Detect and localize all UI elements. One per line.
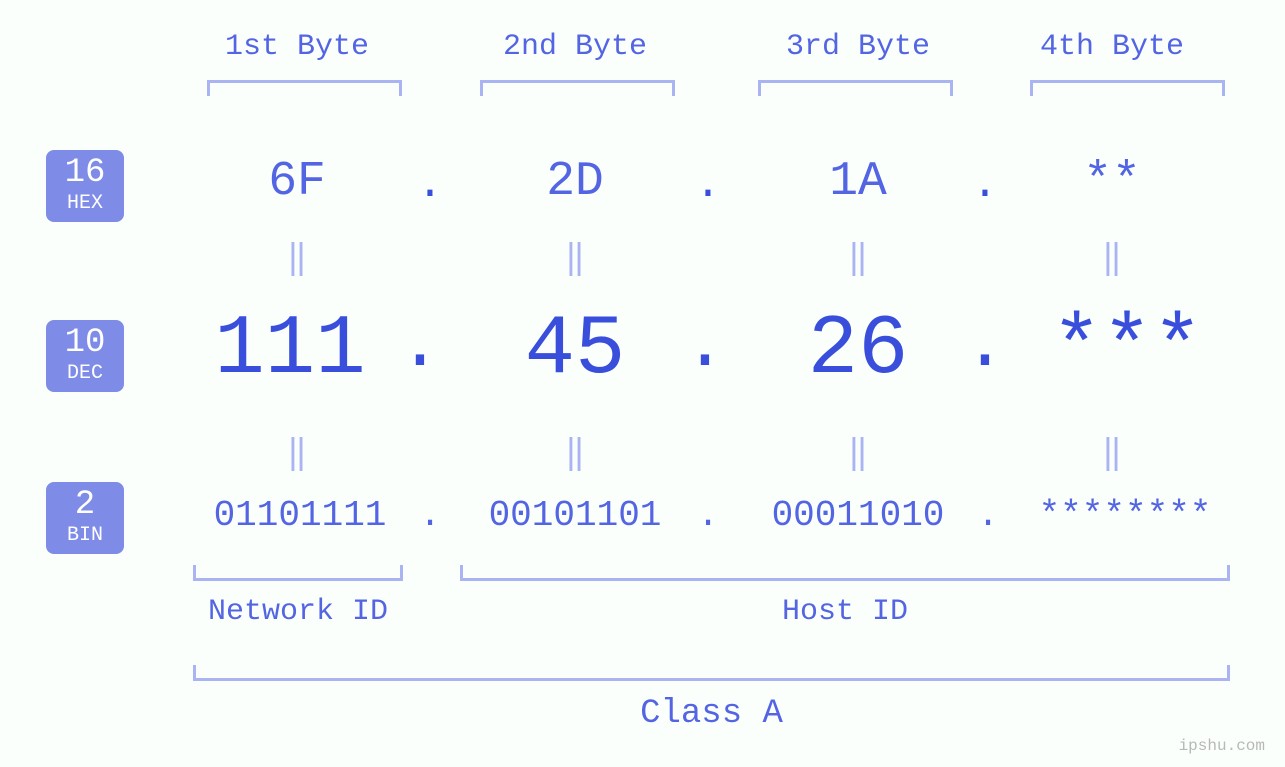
bracket-class	[193, 665, 1230, 681]
label-class: Class A	[193, 695, 1230, 733]
bin-byte-3: 00011010	[748, 495, 968, 536]
eq-hex-dec-3: ‖	[833, 237, 883, 279]
bracket-byte-3	[758, 80, 953, 96]
bin-dot-2: .	[688, 495, 728, 536]
hex-dot-1: .	[400, 160, 460, 210]
hex-dot-2: .	[678, 160, 738, 210]
byte-label-3: 3rd Byte	[758, 30, 958, 64]
dec-dot-1: .	[380, 305, 460, 387]
base-badge-hex-num: 16	[46, 156, 124, 190]
hex-dot-3: .	[955, 160, 1015, 210]
bracket-byte-1	[207, 80, 402, 96]
dec-byte-2: 45	[465, 303, 685, 398]
watermark: ipshu.com	[1179, 737, 1265, 755]
base-badge-bin-label: BIN	[46, 526, 124, 546]
base-badge-dec-num: 10	[46, 326, 124, 360]
hex-byte-2: 2D	[475, 155, 675, 209]
eq-dec-bin-3: ‖	[833, 432, 883, 474]
label-network-id: Network ID	[193, 595, 403, 629]
bin-byte-2: 00101101	[465, 495, 685, 536]
hex-byte-4: **	[1012, 155, 1212, 209]
base-badge-hex: 16 HEX	[46, 150, 124, 222]
bracket-host-id	[460, 565, 1230, 581]
hex-byte-1: 6F	[197, 155, 397, 209]
bracket-byte-2	[480, 80, 675, 96]
byte-label-4: 4th Byte	[1012, 30, 1212, 64]
eq-hex-dec-1: ‖	[272, 237, 322, 279]
eq-hex-dec-2: ‖	[550, 237, 600, 279]
base-badge-hex-label: HEX	[46, 194, 124, 214]
eq-hex-dec-4: ‖	[1087, 237, 1137, 279]
label-host-id: Host ID	[460, 595, 1230, 629]
bin-byte-4: ********	[1015, 495, 1235, 536]
base-badge-dec: 10 DEC	[46, 320, 124, 392]
eq-dec-bin-4: ‖	[1087, 432, 1137, 474]
dec-byte-3: 26	[748, 303, 968, 398]
eq-dec-bin-2: ‖	[550, 432, 600, 474]
hex-byte-3: 1A	[758, 155, 958, 209]
dec-byte-4: ***	[1012, 303, 1242, 398]
base-badge-dec-label: DEC	[46, 364, 124, 384]
bracket-byte-4	[1030, 80, 1225, 96]
bin-dot-1: .	[410, 495, 450, 536]
dec-dot-2: .	[665, 305, 745, 387]
eq-dec-bin-1: ‖	[272, 432, 322, 474]
byte-label-1: 1st Byte	[197, 30, 397, 64]
bracket-network-id	[193, 565, 403, 581]
bin-dot-3: .	[968, 495, 1008, 536]
bin-byte-1: 01101111	[190, 495, 410, 536]
ip-diagram: 1st Byte 2nd Byte 3rd Byte 4th Byte 16 H…	[0, 0, 1285, 767]
base-badge-bin-num: 2	[46, 488, 124, 522]
byte-label-2: 2nd Byte	[475, 30, 675, 64]
base-badge-bin: 2 BIN	[46, 482, 124, 554]
dec-byte-1: 111	[175, 303, 405, 398]
